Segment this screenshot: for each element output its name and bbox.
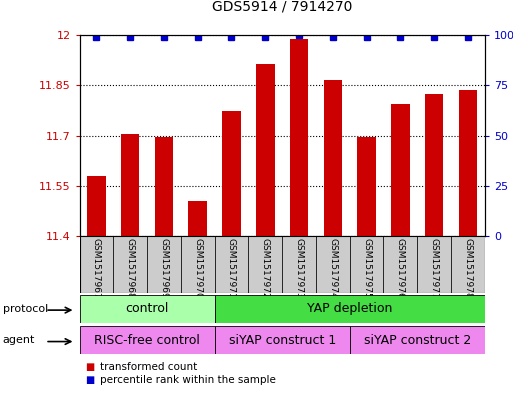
Bar	[350, 326, 485, 354]
Text: GSM1517978: GSM1517978	[463, 237, 472, 298]
Text: siYAP construct 1: siYAP construct 1	[228, 334, 336, 347]
Text: GSM1517970: GSM1517970	[193, 237, 202, 298]
Text: control: control	[125, 302, 169, 316]
Text: ■: ■	[85, 362, 94, 372]
Text: GSM1517968: GSM1517968	[126, 237, 135, 298]
Bar	[248, 236, 282, 293]
Text: RISC-free control: RISC-free control	[94, 334, 200, 347]
Bar	[80, 236, 113, 293]
Bar	[357, 137, 376, 236]
Bar	[181, 236, 214, 293]
Bar	[154, 137, 173, 236]
Bar	[383, 236, 417, 293]
Bar	[282, 236, 316, 293]
Text: GDS5914 / 7914270: GDS5914 / 7914270	[212, 0, 352, 14]
Bar	[80, 295, 214, 323]
Bar	[113, 236, 147, 293]
Text: GSM1517967: GSM1517967	[92, 237, 101, 298]
Text: GSM1517973: GSM1517973	[294, 237, 304, 298]
Text: siYAP construct 2: siYAP construct 2	[364, 334, 471, 347]
Bar	[451, 236, 485, 293]
Text: GSM1517971: GSM1517971	[227, 237, 236, 298]
Bar	[316, 236, 350, 293]
Text: ■: ■	[85, 375, 94, 385]
Bar	[121, 134, 140, 236]
Bar	[214, 295, 485, 323]
Text: GSM1517969: GSM1517969	[160, 237, 168, 298]
Bar	[417, 236, 451, 293]
Bar	[459, 90, 477, 236]
Bar	[214, 236, 248, 293]
Text: GSM1517972: GSM1517972	[261, 237, 270, 298]
Bar	[80, 326, 214, 354]
Bar	[87, 176, 106, 236]
Bar	[290, 39, 308, 236]
Text: GSM1517975: GSM1517975	[362, 237, 371, 298]
Text: protocol: protocol	[3, 304, 48, 314]
Text: GSM1517976: GSM1517976	[396, 237, 405, 298]
Bar	[222, 110, 241, 236]
Text: transformed count: transformed count	[100, 362, 198, 372]
Bar	[391, 104, 410, 236]
Bar	[147, 236, 181, 293]
Text: percentile rank within the sample: percentile rank within the sample	[100, 375, 276, 385]
Bar	[188, 201, 207, 236]
Text: YAP depletion: YAP depletion	[307, 302, 392, 316]
Text: agent: agent	[3, 335, 35, 345]
Bar	[425, 94, 443, 236]
Bar	[256, 64, 274, 236]
Bar	[350, 236, 383, 293]
Text: GSM1517977: GSM1517977	[429, 237, 439, 298]
Text: GSM1517974: GSM1517974	[328, 237, 338, 298]
Bar	[214, 326, 350, 354]
Bar	[324, 81, 342, 236]
